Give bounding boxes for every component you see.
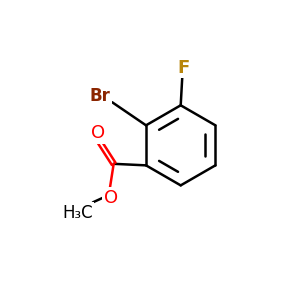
Text: O: O <box>91 124 105 142</box>
Text: O: O <box>103 189 118 207</box>
Text: Br: Br <box>89 87 110 105</box>
Text: H₃C: H₃C <box>62 204 93 222</box>
Text: F: F <box>177 58 189 76</box>
